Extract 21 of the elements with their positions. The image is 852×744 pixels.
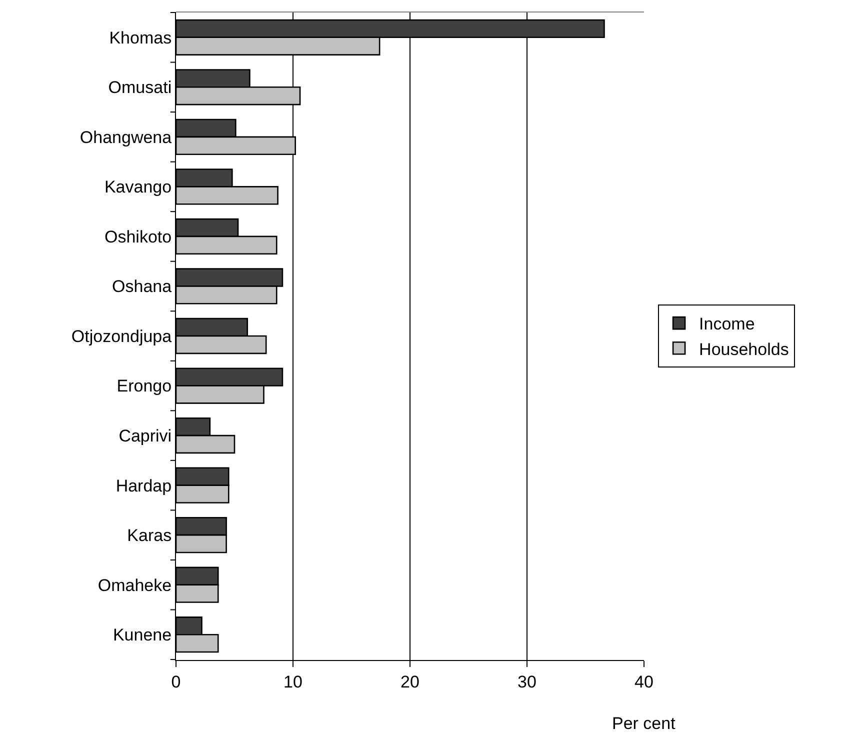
x-tick-label: 40 [634, 672, 654, 692]
y-tick-label: Omusati [108, 78, 172, 98]
x-tick-label: 20 [400, 672, 420, 692]
y-tick-label: Khomas [109, 28, 172, 48]
legend-label: Income [699, 314, 755, 334]
x-tick-label: 0 [171, 672, 181, 692]
y-tick-label: Kavango [104, 178, 172, 197]
legend-label: Households [699, 340, 789, 359]
x-tick-label: 30 [518, 672, 536, 692]
y-tick-label: Oshana [112, 277, 172, 296]
y-tick-label: Otjozondjupa [71, 326, 172, 346]
x-axis-title: Per cent [612, 714, 676, 733]
y-tick-label: Caprivi [118, 426, 172, 446]
y-tick-label: Omaheke [98, 576, 172, 595]
y-tick-label: Ohangwena [80, 128, 172, 147]
y-tick-label: Hardap [116, 476, 172, 496]
y-tick-label: Kunene [112, 626, 172, 645]
x-tick-label: 10 [284, 672, 302, 692]
y-tick-label: Oshikoto [104, 227, 172, 246]
y-tick-label: Erongo [116, 376, 172, 396]
y-tick-label: Karas [127, 526, 172, 546]
